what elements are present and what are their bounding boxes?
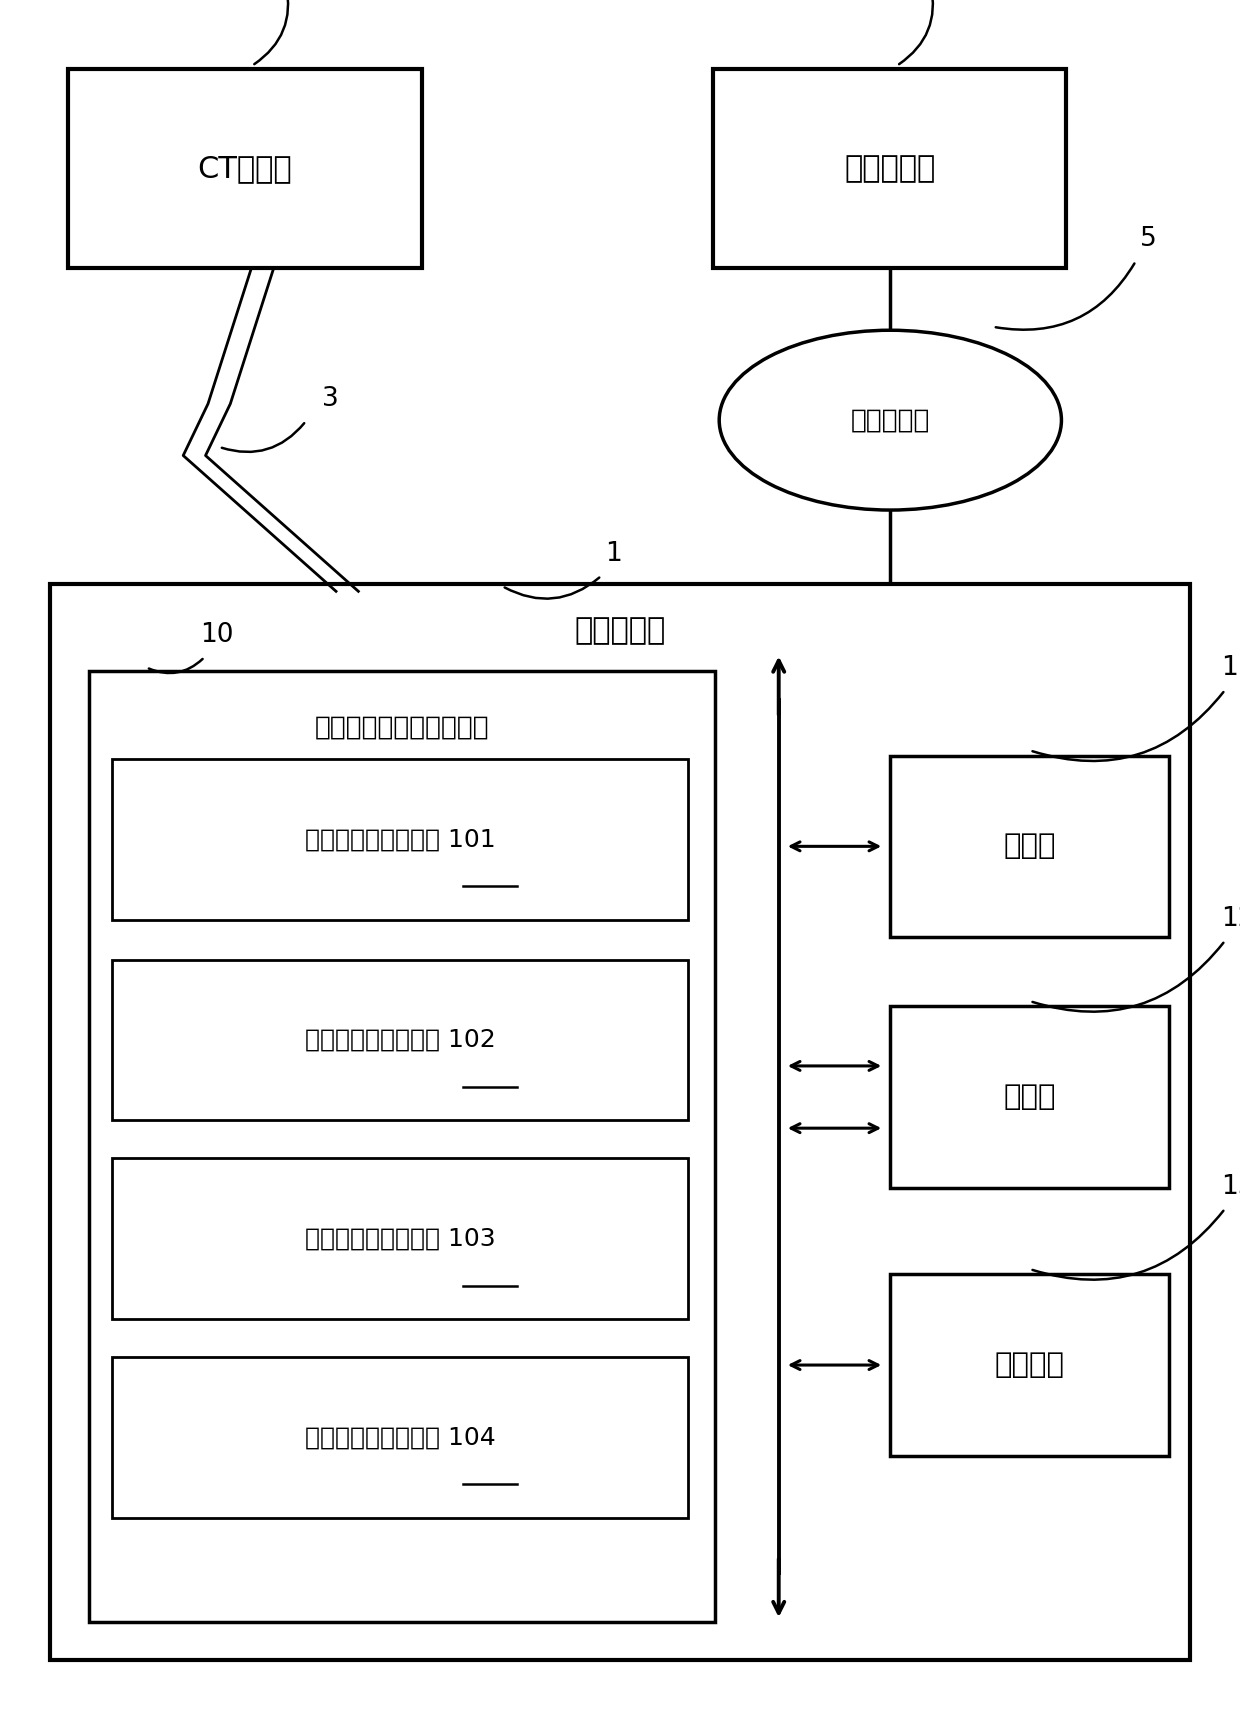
Text: 3: 3 xyxy=(322,386,340,412)
FancyBboxPatch shape xyxy=(713,69,1066,268)
Text: 10: 10 xyxy=(200,622,234,648)
Text: 12: 12 xyxy=(1220,906,1240,932)
Text: 1: 1 xyxy=(605,541,622,567)
Text: 肺结节特征提取模块 103: 肺结节特征提取模块 103 xyxy=(305,1228,495,1250)
Text: 13: 13 xyxy=(1220,1174,1240,1200)
Text: CT扫描仪: CT扫描仪 xyxy=(197,154,293,183)
FancyBboxPatch shape xyxy=(112,759,688,920)
FancyBboxPatch shape xyxy=(68,69,422,268)
Text: 存储器: 存储器 xyxy=(1003,832,1056,861)
FancyBboxPatch shape xyxy=(890,1006,1169,1188)
Text: 计算机装置: 计算机装置 xyxy=(574,617,666,645)
Text: 数据库连接: 数据库连接 xyxy=(851,406,930,434)
Text: 肺结节图元聚类模块 102: 肺结节图元聚类模块 102 xyxy=(305,1029,495,1051)
FancyBboxPatch shape xyxy=(112,960,688,1120)
FancyBboxPatch shape xyxy=(890,1274,1169,1456)
Ellipse shape xyxy=(719,330,1061,510)
Text: 肺结节图像获取模块 101: 肺结节图像获取模块 101 xyxy=(305,828,495,851)
Text: 图像数据库: 图像数据库 xyxy=(844,154,935,183)
Text: 肺结节图像分类检测系统: 肺结节图像分类检测系统 xyxy=(315,714,490,742)
FancyBboxPatch shape xyxy=(50,584,1190,1660)
FancyBboxPatch shape xyxy=(112,1158,688,1319)
Text: 处理器: 处理器 xyxy=(1003,1082,1056,1112)
Text: 肺结节程度分类模块 104: 肺结节程度分类模块 104 xyxy=(305,1426,495,1449)
Text: 通信单元: 通信单元 xyxy=(994,1350,1065,1380)
FancyBboxPatch shape xyxy=(890,756,1169,937)
FancyBboxPatch shape xyxy=(112,1357,688,1518)
Text: 5: 5 xyxy=(1140,226,1157,252)
Text: 11: 11 xyxy=(1220,655,1240,681)
FancyBboxPatch shape xyxy=(89,671,715,1622)
